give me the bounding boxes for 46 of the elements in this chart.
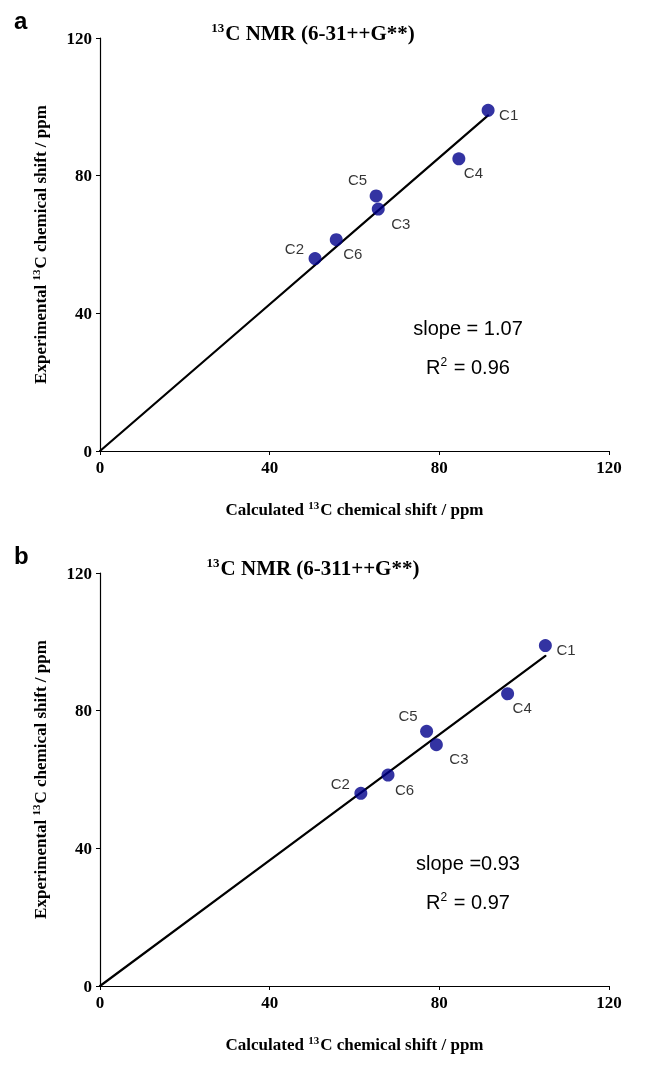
y-tick-label: 0 bbox=[83, 441, 92, 461]
point bbox=[371, 202, 385, 216]
x-tick-label: 120 bbox=[596, 993, 622, 1012]
point bbox=[429, 738, 443, 752]
point bbox=[308, 252, 322, 266]
point bbox=[354, 786, 368, 800]
y-tick-label: 0 bbox=[83, 976, 92, 996]
x-tick-label: 40 bbox=[261, 458, 279, 477]
annotation: C3 bbox=[449, 750, 469, 768]
annotation: C2 bbox=[330, 774, 350, 792]
x-tick-label: 0 bbox=[95, 458, 105, 477]
x-tick-label: 80 bbox=[430, 993, 448, 1012]
point bbox=[452, 152, 466, 166]
annotation: C2 bbox=[284, 240, 305, 258]
annotation: C4 bbox=[463, 164, 484, 182]
y-tick-label: 120 bbox=[66, 563, 92, 583]
x-tick-label: 40 bbox=[261, 993, 279, 1012]
text: b bbox=[14, 541, 29, 569]
annotation: C5 bbox=[347, 171, 368, 189]
annotation: C6 bbox=[395, 780, 415, 798]
point bbox=[501, 687, 515, 701]
x-tick-label: 80 bbox=[430, 458, 448, 477]
x-tick-label: 0 bbox=[95, 993, 105, 1012]
y-tick-label: 80 bbox=[75, 701, 92, 721]
point bbox=[329, 233, 343, 247]
annotation: slope =0.93 bbox=[416, 852, 520, 874]
annotation: C4 bbox=[512, 699, 532, 717]
point bbox=[369, 189, 383, 203]
point bbox=[538, 639, 552, 653]
y-axis-title: Experimental 13C chemical shift / ppm bbox=[29, 640, 50, 919]
x-tick-label: 120 bbox=[596, 458, 622, 477]
point bbox=[420, 724, 434, 738]
y-tick-label: 120 bbox=[66, 28, 92, 48]
y-tick-label: 40 bbox=[75, 303, 92, 323]
y-tick-label: 40 bbox=[75, 838, 92, 858]
annotation: C1 bbox=[556, 641, 576, 659]
y-axis-title: Experimental 13C chemical shift / ppm bbox=[29, 105, 50, 384]
y-tick-label: 80 bbox=[75, 166, 92, 186]
annotation: C3 bbox=[391, 214, 411, 232]
text: a bbox=[14, 6, 28, 34]
point bbox=[481, 103, 495, 117]
annotation: slope = 1.07 bbox=[413, 317, 523, 339]
annotation: C6 bbox=[343, 245, 363, 263]
point bbox=[381, 768, 395, 782]
annotation: C1 bbox=[499, 105, 519, 123]
annotation: C5 bbox=[398, 706, 418, 724]
